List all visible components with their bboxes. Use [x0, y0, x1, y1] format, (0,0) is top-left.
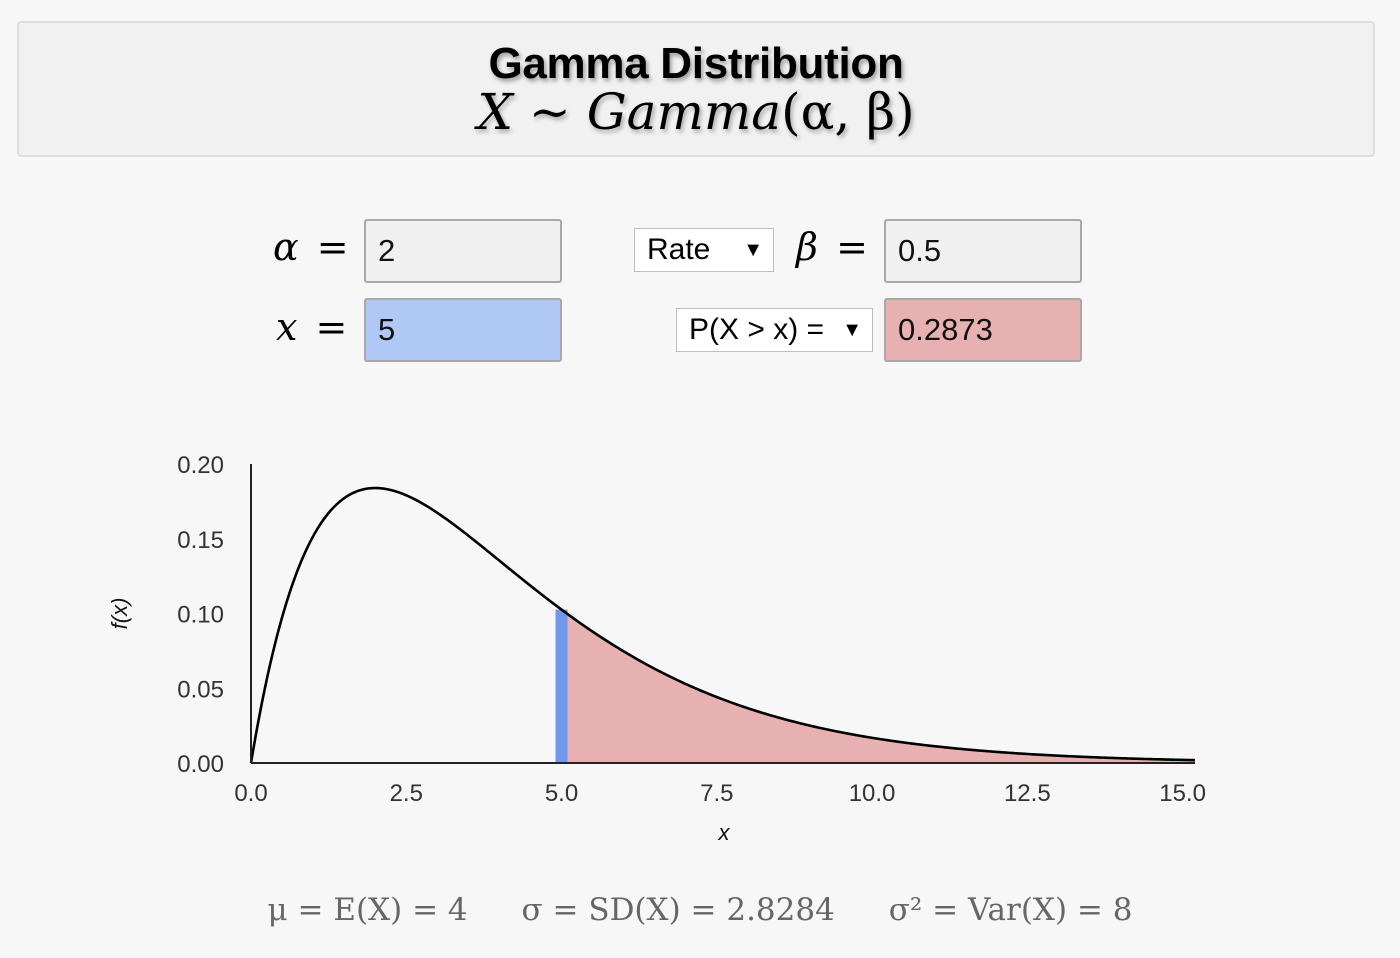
x-tick-labels: 0.0 2.5 5.0 7.5 10.0 12.5 15.0 [234, 780, 1206, 807]
y-tick-label: 0.00 [177, 751, 224, 778]
chevron-down-icon: ▼ [743, 238, 763, 261]
density-curve [249, 486, 1196, 764]
probability-output[interactable] [884, 298, 1082, 362]
page-title: Gamma Distribution [488, 39, 904, 88]
shaded-area [561, 609, 1195, 763]
variance-stat: σ² = Var(X) = 8 [888, 892, 1133, 928]
alpha-label: α = [273, 225, 349, 269]
y-tick-labels: 0.00 0.05 0.10 0.15 0.20 [177, 452, 224, 778]
x-label: x = [276, 305, 347, 349]
alpha-input[interactable] [364, 219, 562, 283]
x-marker-bar [555, 609, 568, 763]
mean-stat: μ = E(X) = 4 [267, 892, 468, 928]
x-symbol: x [276, 305, 298, 349]
notation-variable: X [477, 83, 513, 141]
parametrization-select[interactable]: Rate ▼ [634, 228, 774, 272]
density-chart: 0.0 2.5 5.0 7.5 10.0 12.5 15.0 0.00 0.05 0.10 0.1… [107, 452, 1206, 845]
x-axis-title: x [718, 820, 731, 845]
x-tick-label: 15.0 [1159, 780, 1206, 807]
summary-stats: μ = E(X) = 4 σ = SD(X) = 2.8284 σ² = Var… [0, 892, 1400, 928]
notation-args: (α, β) [781, 83, 915, 141]
parametrization-value: Rate [647, 233, 711, 266]
y-tick-label: 0.20 [177, 452, 224, 479]
notation-relation: ~ [528, 83, 571, 141]
beta-input[interactable] [884, 219, 1082, 283]
header-panel: Gamma Distribution X ~ Gamma(α, β) [17, 21, 1375, 157]
alpha-equals: = [316, 225, 349, 269]
y-tick-label: 0.10 [177, 602, 224, 629]
beta-label: β = [796, 225, 868, 269]
x-equals: = [315, 305, 348, 349]
alpha-symbol: α [273, 225, 299, 269]
y-axis-title: f(x) [107, 598, 132, 630]
sd-stat: σ = SD(X) = 2.8284 [521, 892, 835, 928]
x-tick-label: 12.5 [1004, 780, 1051, 807]
x-tick-label: 2.5 [390, 780, 423, 807]
probability-mode-select[interactable]: P(X > x) = ▼ [676, 308, 873, 352]
beta-equals: = [836, 225, 868, 269]
beta-symbol: β [796, 225, 818, 269]
x-input[interactable] [364, 298, 562, 362]
x-tick-label: 7.5 [700, 780, 733, 807]
y-tick-label: 0.15 [177, 527, 224, 554]
distribution-notation: X ~ Gamma(α, β) [19, 83, 1373, 141]
chevron-down-icon: ▼ [842, 318, 862, 341]
x-tick-label: 10.0 [849, 780, 896, 807]
x-tick-label: 5.0 [545, 780, 578, 807]
x-tick-label: 0.0 [234, 780, 267, 807]
notation-function: Gamma [586, 83, 782, 141]
y-tick-label: 0.05 [177, 676, 224, 703]
probability-mode-value: P(X > x) = [689, 313, 825, 346]
